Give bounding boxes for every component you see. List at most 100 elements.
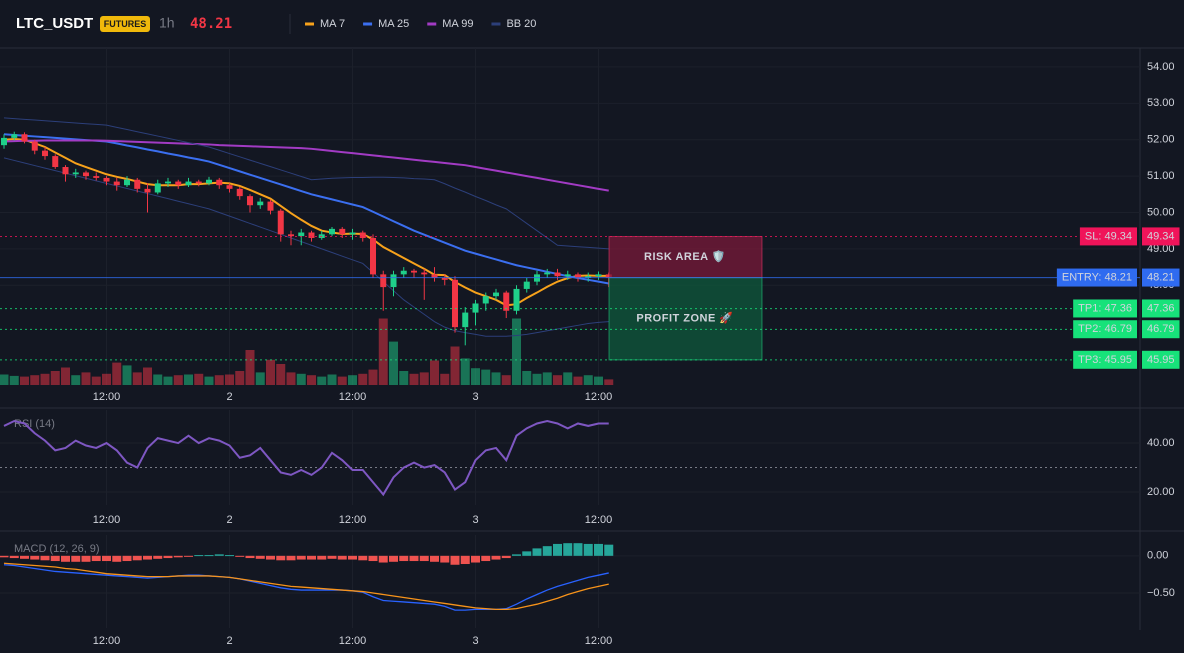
volume-bar: [532, 373, 542, 385]
candle-body: [11, 134, 18, 138]
histogram-bar: [255, 555, 265, 559]
volume-bar: [266, 359, 275, 385]
x-tick-label: 2: [226, 514, 232, 526]
candle-body: [452, 279, 458, 328]
volume-bar: [583, 375, 593, 385]
macd-line: [3, 562, 609, 611]
candle-body: [144, 188, 151, 193]
volume-bar: [327, 374, 337, 385]
histogram-bar: [583, 543, 593, 556]
candle-body: [411, 270, 417, 273]
plot: 12:00 2 12:00 3 12:00 54.00 53.00 52.00 51.00 50.…: [0, 48, 1180, 647]
level-label: TP1: 47.36: [1078, 302, 1132, 314]
volume-bar: [440, 373, 450, 385]
volume-bar: [143, 367, 152, 385]
rsi-line: [3, 419, 609, 497]
volume-bar: [30, 375, 40, 385]
volume-bar: [501, 375, 511, 385]
level-value-tag: [1142, 299, 1180, 318]
volume-bar: [71, 375, 81, 385]
volume-bar: [522, 371, 532, 385]
candle-body: [226, 185, 233, 189]
histogram-bar: [214, 554, 224, 556]
candle-body: [421, 272, 428, 275]
histogram-bar: [348, 555, 357, 560]
volume-bar: [225, 374, 234, 385]
candle-body: [62, 167, 69, 175]
histogram-bar: [604, 544, 614, 556]
level-label-tag: [1073, 299, 1137, 318]
volume-bar: [163, 376, 173, 385]
x-tick-label: 12:00: [339, 514, 367, 526]
level-label: TP3: 45.95: [1078, 354, 1132, 366]
candle-body: [257, 201, 264, 206]
volume-bar: [389, 341, 398, 385]
volume-bar: [153, 374, 163, 385]
histogram-bar: [368, 555, 378, 562]
volume-bar: [173, 375, 183, 385]
y-tick-label: 0.00: [1147, 550, 1168, 562]
candle-body: [544, 272, 551, 275]
volume-bar: [460, 358, 470, 385]
histogram-bar: [194, 555, 204, 557]
histogram-bar: [296, 555, 306, 560]
x-tick-label: 3: [472, 391, 478, 403]
candle-body: [441, 278, 448, 280]
volume-bar: [430, 360, 439, 385]
candle-body: [236, 188, 243, 197]
candle-body: [185, 181, 192, 186]
candle-body: [462, 312, 469, 328]
histogram-bar: [173, 555, 183, 558]
histogram-bar: [81, 555, 91, 562]
histogram-bar: [522, 551, 532, 556]
volume-bar: [604, 379, 614, 385]
histogram-bar: [235, 555, 245, 557]
candle-body: [370, 237, 376, 275]
candle-body: [277, 210, 284, 235]
histogram-bar: [61, 555, 70, 562]
histogram-bar: [594, 543, 603, 556]
volume-bar: [204, 376, 214, 385]
volume-bar: [255, 372, 265, 385]
legend-label: MA 99: [442, 18, 473, 30]
level-value-tag: [1142, 320, 1180, 339]
candle-body: [267, 201, 274, 211]
y-tick-label: 52.00: [1147, 134, 1175, 146]
y-tick-label: 51.00: [1147, 170, 1175, 182]
volume-bar: [61, 367, 70, 385]
volume-bar: [20, 376, 29, 385]
histogram-bar: [245, 555, 255, 559]
level-label-tag: [1073, 350, 1137, 369]
histogram-bar: [143, 555, 152, 560]
candle-body: [339, 228, 346, 235]
level-value: 46.79: [1147, 323, 1175, 335]
candle-body: [329, 228, 335, 235]
y-tick-label: 40.00: [1147, 437, 1175, 449]
histogram-bar: [532, 548, 542, 556]
histogram-bar: [542, 546, 552, 556]
level-value: 45.95: [1147, 354, 1175, 366]
candle-body: [83, 172, 89, 177]
candle-body: [72, 172, 79, 175]
volume-bar: [594, 376, 603, 385]
volume-bar: [348, 375, 357, 385]
candle-body: [288, 234, 294, 237]
candle-body: [195, 181, 202, 184]
volume-bar: [399, 371, 409, 385]
y-tick-label: 54.00: [1147, 61, 1175, 73]
symbol: LTC_USDT: [16, 15, 93, 32]
candle-body: [564, 274, 571, 277]
histogram-bar: [163, 555, 173, 559]
histogram-bar: [358, 555, 368, 561]
histogram-bar: [389, 555, 398, 562]
candle-body: [575, 274, 581, 279]
histogram-bar: [399, 555, 409, 562]
y-tick-label: 53.00: [1147, 97, 1175, 109]
level-label-tag: [1056, 268, 1137, 287]
volume-bar: [317, 376, 327, 385]
x-tick-label: 12:00: [339, 391, 367, 403]
interval[interactable]: 1h: [159, 15, 175, 31]
candle-body: [513, 288, 520, 311]
x-tick-label: 12:00: [93, 635, 121, 647]
level-value-tag: [1142, 350, 1180, 369]
